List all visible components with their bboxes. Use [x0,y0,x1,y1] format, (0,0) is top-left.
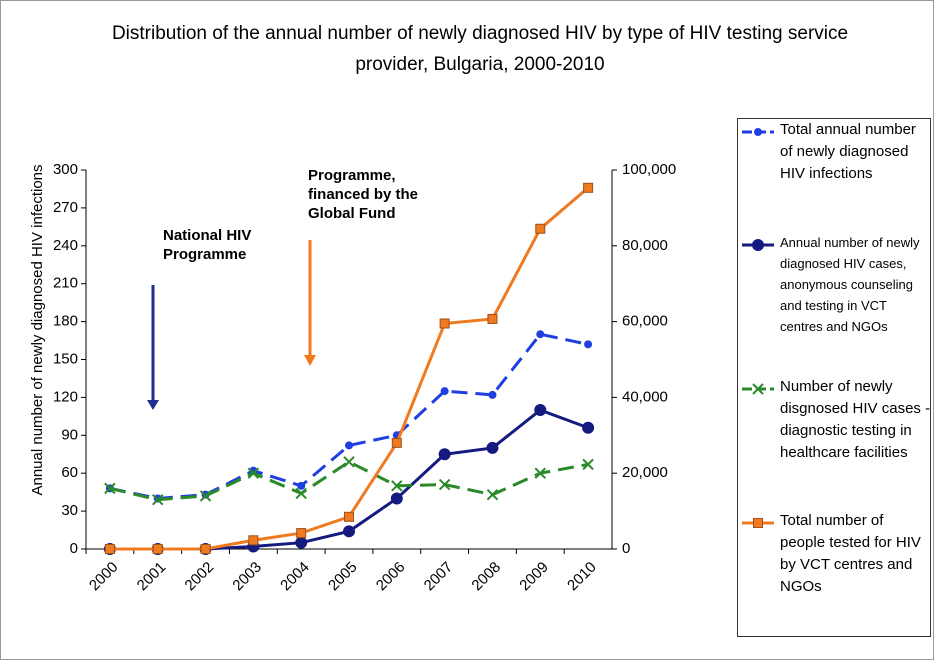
legend-swatch [742,518,774,528]
legend: Total annual number of newly diagnosed H… [737,118,931,637]
marker [199,490,212,502]
y-tick-label: 30 [61,502,78,519]
arrow-head [147,400,159,410]
legend-label: Total annual number of newly diagnosed H… [780,121,916,182]
marker [152,494,164,506]
y2-tick-label: 60,000 [622,313,668,330]
marker [535,223,546,234]
marker [104,482,116,495]
marker [439,318,450,329]
arrow-head [304,355,316,366]
marker [390,492,403,505]
annotation: Programme, financed by the Global Fund [308,167,419,222]
y-tick-label: 150 [53,350,78,367]
y-tick-label: 240 [53,237,78,254]
marker [582,458,594,471]
y-tick-label: 90 [61,426,78,443]
legend-swatch [742,383,774,395]
marker [534,404,547,417]
x-tick-label: 2001 [134,559,170,595]
marker [343,525,355,538]
marker [438,478,451,491]
marker [488,390,497,399]
legend-label: Total number of people tested for HIV by… [780,512,921,595]
marker [152,544,163,554]
x-tick-label: 2002 [182,559,218,595]
y-tick-label: 0 [70,540,78,557]
x-tick-label: 2006 [373,559,409,595]
series-line [109,332,589,500]
marker [295,487,307,500]
marker [752,239,764,251]
series-line [109,460,589,502]
x-tick-label: 2009 [516,559,552,595]
marker [583,182,594,193]
x-tick-label: 2007 [421,559,457,595]
legend-label: Number of newly disgnosed HIV cases - di… [780,378,931,461]
marker [104,544,115,554]
marker [582,421,595,434]
marker [247,467,260,479]
y2-tick-label: 80,000 [622,237,668,254]
legend-swatch [742,239,774,251]
marker [752,383,764,395]
y-tick-label: 300 [53,161,78,178]
marker [584,340,593,349]
y2-tick-label: 40,000 [622,388,668,405]
marker [248,535,259,546]
legend-label: Annual number of newly diagnosed HIV cas… [780,235,920,334]
chart-title: Distribution of the annual number of new… [111,23,849,75]
marker [536,330,545,339]
marker [343,456,355,468]
marker [200,544,211,554]
y2-tick-label: 20,000 [622,464,668,481]
y2-tick-label: 0 [622,540,630,557]
x-tick-label: 2005 [325,559,361,595]
y-axis-label: Annual number of newly diagnosed HIV inf… [29,164,46,495]
marker [487,313,498,324]
marker [754,128,762,136]
y-tick-label: 180 [53,313,78,330]
marker [438,448,451,461]
x-tick-label: 2010 [564,559,600,595]
y-tick-label: 270 [53,199,78,216]
x-tick-label: 2000 [86,559,122,595]
y-tick-label: 120 [53,388,78,405]
marker [345,441,353,450]
marker [344,511,354,522]
marker [296,528,307,539]
marker [391,480,403,492]
marker [295,536,308,549]
marker [534,467,546,479]
x-tick-label: 2004 [277,559,313,595]
marker [297,481,306,490]
legend-swatch [742,128,774,136]
marker [440,387,449,396]
y2-tick-label: 100,000 [622,161,676,178]
marker [391,437,402,448]
annotation: National HIV Programme [163,227,252,263]
x-tick-label: 2008 [468,559,504,595]
marker [486,441,499,454]
marker [486,488,499,501]
marker [753,518,763,528]
x-tick-label: 2003 [229,559,265,595]
y-tick-label: 210 [53,275,78,292]
y-tick-label: 60 [61,464,78,481]
